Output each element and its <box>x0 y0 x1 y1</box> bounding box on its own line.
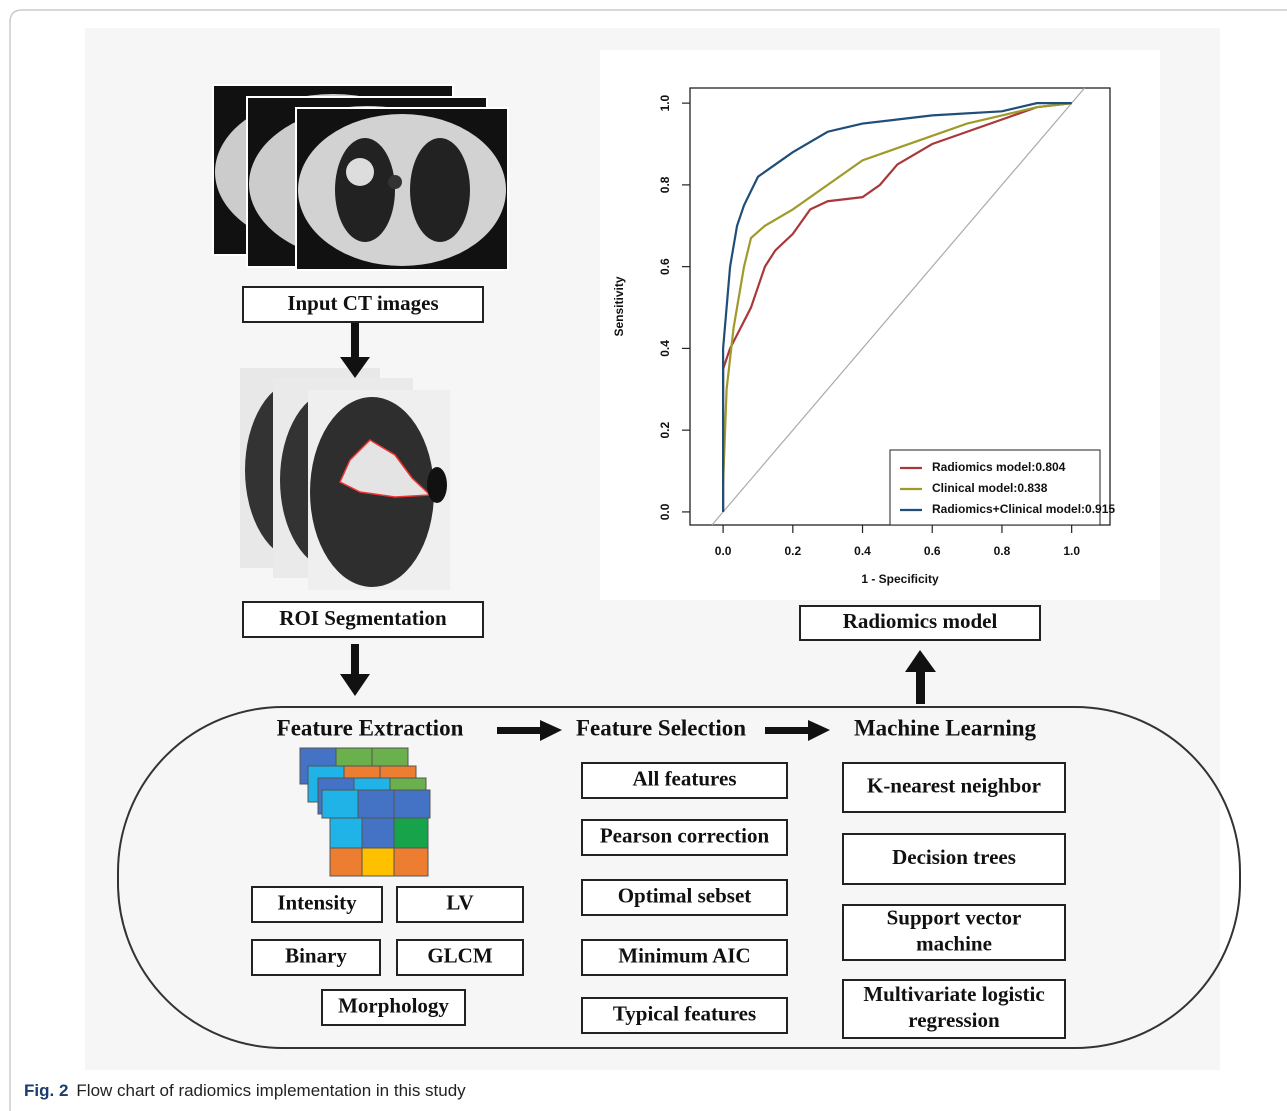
box-label: Minimum AIC <box>618 943 750 967</box>
x-tick-label: 1.0 <box>1063 544 1080 558</box>
heading: Machine Learning <box>854 715 1037 740</box>
box <box>842 762 1066 813</box>
caption-text: Flow chart of radiomics implementation i… <box>76 1081 466 1100</box>
box <box>242 601 484 638</box>
roi-images <box>240 368 450 590</box>
reference-line <box>711 87 1086 526</box>
feature-extraction: Intensity LV Binary GLCM Morphology <box>251 886 524 1026</box>
y-tick-label: 0.2 <box>658 421 672 438</box>
box <box>842 904 1066 961</box>
legend <box>889 449 1101 526</box>
box <box>842 833 1066 885</box>
box-label: Pearson correction <box>600 823 770 847</box>
roc-curve <box>722 102 1072 512</box>
frame <box>9 9 1287 1111</box>
box-label: machine <box>916 931 992 955</box>
box-label: Decision trees <box>892 845 1016 869</box>
x-tick-label: 0.6 <box>924 544 941 558</box>
step-label: Input CT images <box>287 291 438 315</box>
box <box>581 997 788 1034</box>
legend-label: Radiomics model:0.804 <box>932 460 1066 474</box>
box <box>581 819 788 856</box>
x-tick-label: 0.0 <box>715 544 732 558</box>
x-tick-label: 0.4 <box>854 544 871 558</box>
feature-cubes <box>299 747 431 877</box>
y-axis-label: Sensitivity <box>612 276 626 336</box>
box-label: Optimal sebset <box>618 883 752 907</box>
roc-curve <box>722 102 1072 512</box>
arrows <box>340 323 936 741</box>
roc-chart: 0.0 0.2 0.4 0.6 0.8 1.0 0.0 0.2 0.4 0.6 0.8 1.0 1 - … <box>612 87 1115 586</box>
box-label: Support vector <box>887 905 1022 929</box>
box <box>842 979 1066 1039</box>
box-label: Morphology <box>338 993 449 1017</box>
roc-curve <box>722 102 1072 484</box>
box-label: LV <box>446 890 473 914</box>
ct-images <box>212 84 509 271</box>
box <box>581 879 788 916</box>
box-label: Intensity <box>277 890 357 914</box>
y-tick-label: 0.8 <box>658 176 672 193</box>
box <box>396 939 524 976</box>
box-label: regression <box>908 1008 1000 1032</box>
box-label: Typical features <box>613 1001 756 1025</box>
box <box>581 762 788 799</box>
pipeline-container <box>117 706 1241 1049</box>
x-tick-label: 0.8 <box>994 544 1011 558</box>
box <box>242 286 484 323</box>
box-label: Multivariate logistic <box>863 982 1044 1006</box>
caption: Fig. 2 Flow chart of radiomics implementa… <box>24 1081 466 1100</box>
y-tick-label: 0.6 <box>658 258 672 275</box>
box-label: GLCM <box>427 943 493 967</box>
y-tick-label: 0.0 <box>658 503 672 520</box>
feature-selection: All features Pearson correction Optimal se… <box>581 762 788 1034</box>
heading: Feature Selection <box>576 715 746 740</box>
x-tick-label: 0.2 <box>784 544 801 558</box>
legend-label: Radiomics+Clinical model:0.915 <box>932 502 1115 516</box>
box <box>581 939 788 976</box>
box <box>251 939 381 976</box>
box-label: K-nearest neighbor <box>867 773 1041 797</box>
step-label: Radiomics model <box>843 609 998 633</box>
box-label: All features <box>632 766 736 790</box>
box <box>396 886 524 923</box>
y-tick-label: 0.4 <box>658 340 672 357</box>
caption-label: Fig. 2 <box>24 1081 68 1100</box>
box-label: Binary <box>285 943 347 967</box>
step-label: ROI Segmentation <box>279 606 447 630</box>
heading: Feature Extraction <box>277 715 464 740</box>
y-tick-label: 1.0 <box>658 94 672 111</box>
box <box>251 886 383 923</box>
machine-learning: K-nearest neighbor Decision trees Support … <box>842 762 1066 1039</box>
x-axis-label: 1 - Specificity <box>861 572 939 586</box>
box <box>799 605 1041 641</box>
legend-label: Clinical model:0.838 <box>932 481 1048 495</box>
box <box>321 989 466 1026</box>
